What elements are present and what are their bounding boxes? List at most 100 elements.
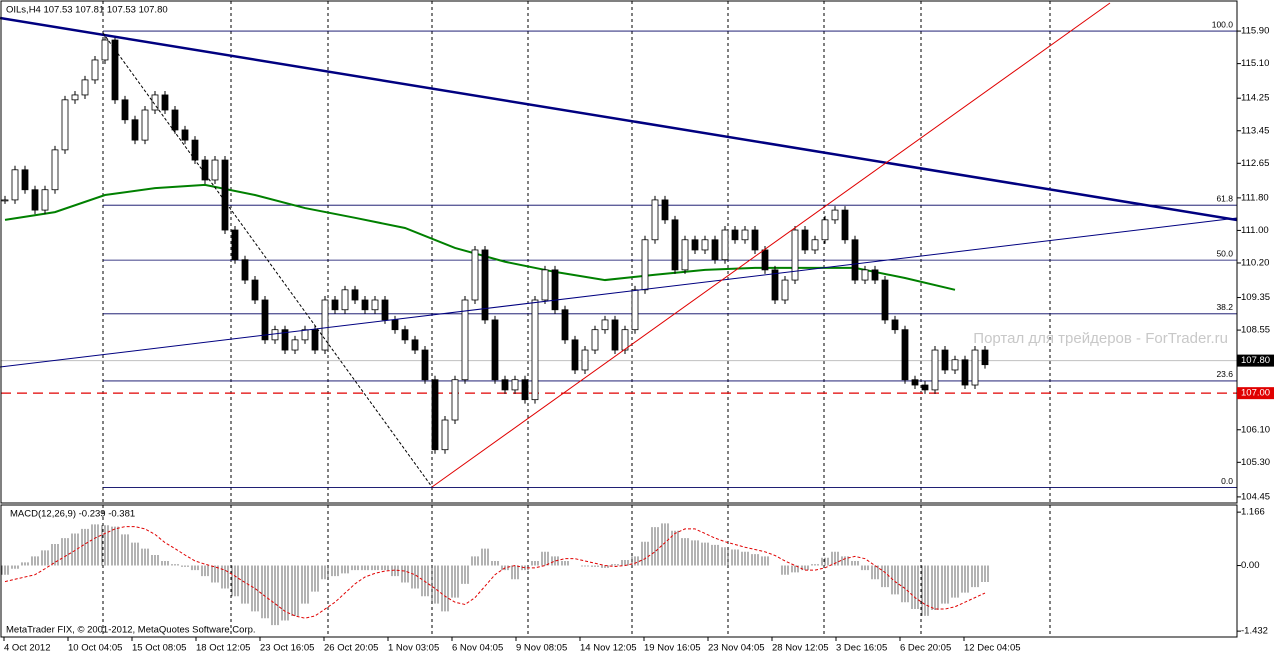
candle-body xyxy=(461,299,469,381)
copyright: MetaTrader FIX, © 2001-2012, MetaQuotes … xyxy=(6,625,256,636)
candle-body xyxy=(601,319,609,331)
candle-body xyxy=(541,269,549,301)
candle-body xyxy=(741,229,749,241)
x-tick-label: 19 Nov 16:05 xyxy=(644,643,701,654)
x-tick-label: 1 Nov 03:05 xyxy=(388,643,439,654)
candle-body xyxy=(21,169,29,191)
candle-body xyxy=(781,279,789,301)
candle-body xyxy=(91,59,99,81)
candle-body xyxy=(151,94,159,111)
candle-body xyxy=(111,39,119,101)
candle-body xyxy=(311,329,319,351)
candle-body xyxy=(681,239,689,271)
candle-body xyxy=(901,329,909,381)
candle-body xyxy=(11,169,19,201)
fib-label: 38.2 xyxy=(1216,302,1233,312)
fib-label: 0.0 xyxy=(1221,476,1233,486)
candle-body xyxy=(621,329,629,351)
candle-body xyxy=(441,419,449,451)
y-tick-label: 113.45 xyxy=(1241,125,1269,136)
bid-label: 107.80 xyxy=(1241,355,1270,366)
candle-body xyxy=(721,229,729,261)
candle-body xyxy=(751,229,759,251)
candle-body xyxy=(951,359,959,371)
y-tick-label: 110.20 xyxy=(1241,257,1269,268)
candle-body xyxy=(371,299,379,311)
candle-body xyxy=(481,249,489,321)
candle-body xyxy=(811,239,819,251)
y-tick-label: 112.65 xyxy=(1241,158,1269,169)
candle-body xyxy=(341,289,349,311)
candle-body xyxy=(761,249,769,271)
macd-tick-label: 1.166 xyxy=(1241,507,1265,518)
candle-body xyxy=(651,199,659,241)
y-tick-label: 109.35 xyxy=(1241,292,1270,303)
x-tick-label: 12 Dec 04:05 xyxy=(964,643,1021,654)
x-tick-label: 14 Nov 12:05 xyxy=(580,643,637,654)
candle-body xyxy=(31,189,39,211)
candle-body xyxy=(281,329,289,351)
candle-body xyxy=(511,379,519,391)
candle-body xyxy=(421,349,429,381)
x-tick-label: 23 Nov 04:05 xyxy=(708,643,765,654)
candle-body xyxy=(451,379,459,421)
candle-body xyxy=(71,94,79,101)
candle-body xyxy=(101,39,109,61)
candle-body xyxy=(81,79,89,96)
symbol-header: OILs,H4 107.53 107.81 107.53 107.80 xyxy=(6,5,168,16)
candle-body xyxy=(551,269,559,311)
x-tick-label: 23 Oct 16:05 xyxy=(260,643,314,654)
macd-tick-label: 0.00 xyxy=(1241,560,1260,571)
candle-body xyxy=(51,149,59,191)
candle-body xyxy=(161,94,169,111)
candle-body xyxy=(591,329,599,351)
watermark: Портал для трейдеров - ForTrader.ru xyxy=(973,330,1228,347)
candle-body xyxy=(971,349,979,386)
candle-body xyxy=(501,379,509,391)
candle-body xyxy=(931,349,939,391)
candle-body xyxy=(911,379,919,386)
candle-body xyxy=(181,129,189,141)
candle-body xyxy=(691,239,699,251)
candle-body xyxy=(671,219,679,271)
candle-body xyxy=(221,159,229,231)
candle-body xyxy=(471,249,479,301)
candle-body xyxy=(121,99,129,121)
x-tick-label: 4 Oct 2012 xyxy=(4,643,50,654)
macd-pane-border xyxy=(0,504,1238,638)
bid-box xyxy=(1237,354,1274,367)
candle-body xyxy=(831,209,839,221)
candle-body xyxy=(61,99,69,151)
candle-body xyxy=(1,199,9,202)
candle-body xyxy=(711,239,719,261)
candle-body xyxy=(211,159,219,181)
fib-label: 61.8 xyxy=(1216,193,1233,203)
y-tick-label: 111.80 xyxy=(1241,192,1269,203)
trend-lines xyxy=(0,2,1238,488)
candle-body xyxy=(261,299,269,341)
price-pane xyxy=(1,30,1237,488)
y-tick-label: 111.00 xyxy=(1241,225,1269,236)
candle-body xyxy=(191,139,199,161)
candle-body xyxy=(531,299,539,401)
fib-label: 23.6 xyxy=(1216,369,1233,379)
candle-body xyxy=(401,329,409,341)
candle-body xyxy=(131,119,139,141)
candle-body xyxy=(851,239,859,281)
alert-box xyxy=(1237,387,1274,400)
candle-body xyxy=(891,319,899,331)
price-pane-border xyxy=(0,0,1238,504)
candle-body xyxy=(581,349,589,371)
candle-body xyxy=(411,339,419,351)
candle-body xyxy=(251,279,259,301)
y-tick-label: 105.30 xyxy=(1241,457,1270,468)
candle-body xyxy=(361,299,369,311)
x-tick-label: 6 Nov 04:05 xyxy=(452,643,503,654)
x-tick-label: 15 Oct 08:05 xyxy=(132,643,186,654)
x-tick-label: 10 Oct 04:05 xyxy=(68,643,122,654)
fib-label: 50.0 xyxy=(1216,248,1233,258)
y-tick-label: 114.25 xyxy=(1241,93,1269,104)
x-tick-label: 28 Nov 12:05 xyxy=(772,643,829,654)
candle-body xyxy=(731,229,739,241)
